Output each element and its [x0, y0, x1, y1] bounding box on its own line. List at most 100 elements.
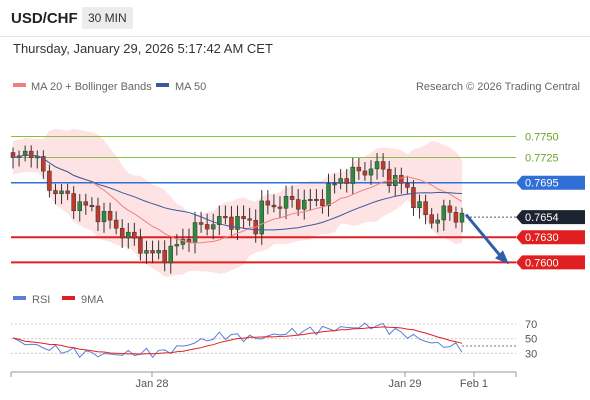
candle-body [126, 231, 131, 239]
candle-body [405, 183, 410, 188]
level-tag-0.7654: 0.7654 [516, 210, 585, 225]
candle-body [386, 168, 392, 187]
time-tick-label: Feb 1 [460, 378, 488, 390]
candle-body [344, 178, 349, 184]
ma50-legend-swatch [156, 83, 169, 87]
candle-body [77, 201, 82, 212]
rsi-tick-50: 50 [525, 334, 537, 346]
level-tag-bg-0.7600 [516, 255, 585, 270]
candle-body [289, 195, 295, 200]
candle-body [447, 205, 453, 213]
candle-body [156, 250, 161, 254]
level-tag-0.7600: 0.7600 [516, 255, 585, 270]
projection-line [464, 213, 502, 257]
candle-body [423, 201, 428, 215]
candle-body [113, 219, 119, 229]
rsi-line [12, 322, 463, 359]
candle-body [35, 156, 40, 159]
candle-body [47, 170, 52, 191]
candle-body [95, 205, 101, 223]
level-label-0.7695: 0.7695 [525, 178, 559, 190]
candle-body [393, 175, 398, 187]
candle-body [259, 200, 265, 235]
time-tick-label: Jan 28 [135, 378, 168, 390]
candle-body [459, 212, 465, 223]
timestamp: Thursday, January 29, 2026 5:17:42 AM CE… [13, 41, 273, 56]
candle-body [119, 227, 125, 239]
credit-label: Research © 2026 Trading Central [416, 81, 580, 93]
candle-body [247, 218, 252, 221]
candle-body [277, 206, 283, 209]
level-tag-0.7695: 0.7695 [516, 175, 585, 190]
candle-body [53, 190, 58, 195]
candle-body [356, 166, 362, 172]
rsi-legend-swatch [13, 296, 26, 300]
candle-body [132, 231, 137, 239]
bb-legend-swatch [13, 83, 26, 87]
candle-body [295, 199, 301, 210]
candle-body [326, 183, 331, 207]
candle-body [332, 183, 337, 186]
projection-arrow [464, 213, 509, 265]
candle-body [22, 150, 28, 157]
candle-body [192, 222, 198, 243]
rsi-panel: 70 50 30 [11, 319, 537, 360]
rsi-legend-label: RSI [32, 294, 50, 306]
candle-body [59, 190, 64, 195]
candle-body [308, 199, 313, 202]
rsi-ma-legend-swatch [62, 296, 75, 300]
candle-body [374, 161, 380, 170]
ma50-legend-label: MA 50 [175, 81, 206, 93]
candle-body [368, 168, 374, 176]
candle-body [453, 212, 459, 223]
candle-body [241, 216, 246, 220]
candle-body [411, 187, 416, 208]
candle-body [380, 161, 386, 170]
chart-header: USD/CHF 30 MIN [0, 0, 590, 37]
moving-averages [12, 154, 463, 244]
candle-body [217, 216, 222, 225]
candle-body [283, 195, 289, 209]
candle-body [429, 214, 434, 224]
candle-body [265, 200, 271, 206]
candle-body [417, 201, 422, 208]
candle-body [162, 250, 167, 264]
time-tick-label: Jan 29 [388, 378, 421, 390]
candle-body [210, 224, 216, 230]
symbol-title: USD/CHF [11, 10, 78, 27]
candle-body [441, 205, 447, 221]
level-label-0.7600: 0.7600 [525, 257, 559, 269]
candle-body [168, 245, 174, 264]
candle-body [101, 211, 107, 223]
candle-body [271, 204, 277, 208]
rsi-tick-70: 70 [525, 319, 537, 331]
candle-body [89, 204, 95, 207]
candle-body [204, 224, 210, 230]
timeframe-button[interactable]: 30 MIN [82, 7, 133, 29]
candle-body [138, 238, 143, 254]
candle-body [65, 190, 70, 194]
candle-body [435, 219, 440, 224]
level-label-0.7750: 0.7750 [525, 132, 559, 144]
bollinger-band-fill [13, 128, 462, 277]
candle-body [223, 216, 228, 219]
candle-body [229, 216, 234, 230]
bollinger-bands [13, 128, 462, 277]
candle-body [28, 150, 34, 158]
candle-body [362, 170, 368, 176]
level-tag-bg-0.7654 [516, 210, 585, 225]
candle-body [350, 166, 356, 184]
candle-body [41, 156, 46, 172]
candle-body [314, 199, 319, 202]
candle-body [235, 216, 240, 230]
candle-body [320, 199, 325, 207]
candle-body [198, 222, 204, 225]
candle-body [150, 250, 155, 254]
bb-legend-label: MA 20 + Bollinger Bands [31, 81, 152, 93]
ma50-line [12, 154, 463, 231]
level-label-0.7725: 0.7725 [525, 153, 559, 165]
candle-body [71, 193, 76, 212]
candle-body [174, 244, 180, 247]
